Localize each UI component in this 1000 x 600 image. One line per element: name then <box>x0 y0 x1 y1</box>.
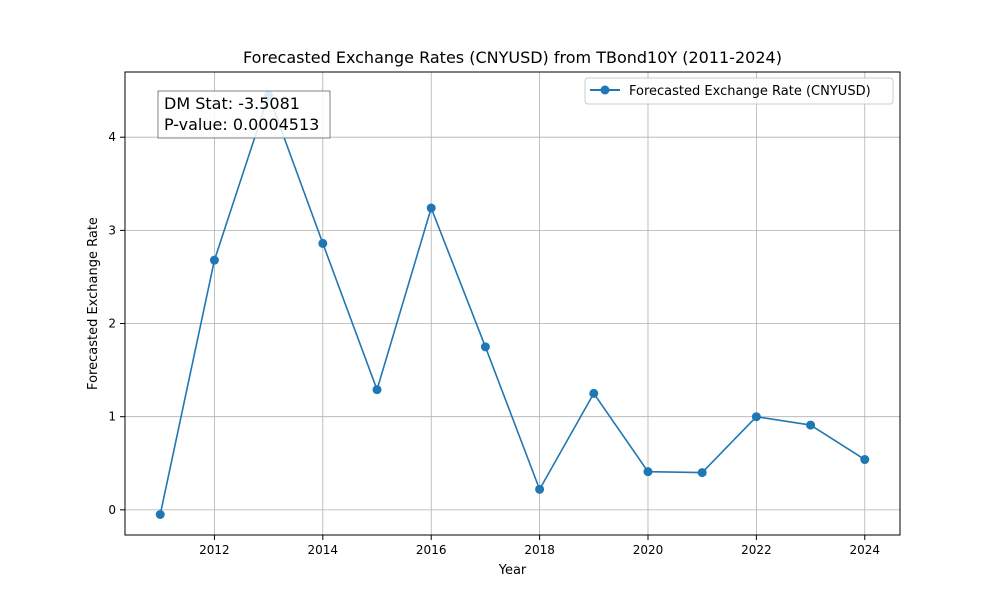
annotation-frame <box>157 90 331 139</box>
annotation-box: DM Stat: -3.5081 P-value: 0.0004513 <box>157 90 331 139</box>
legend-marker-swatch <box>600 85 610 95</box>
legend-label: Forecasted Exchange Rate (CNYUSD) <box>629 84 871 99</box>
gridlines <box>125 72 900 535</box>
data-point-2018 <box>535 484 545 494</box>
chart-title: Forecasted Exchange Rates (CNYUSD) from … <box>243 48 782 67</box>
x-tick-label: 2020 <box>633 543 664 557</box>
data-point-2016 <box>426 203 436 213</box>
x-tick-label: 2012 <box>199 543 230 557</box>
y-tick-label: 1 <box>108 410 116 424</box>
y-tick-label: 0 <box>108 503 116 517</box>
x-tick-label: 2024 <box>849 543 880 557</box>
x-tick-label: 2022 <box>741 543 772 557</box>
data-point-2015 <box>372 385 382 395</box>
y-axis-label: Forecasted Exchange Rate <box>86 217 101 390</box>
x-tick-label: 2018 <box>524 543 555 557</box>
legend-frame <box>584 77 894 105</box>
axis-ticks: 2012 2014 2016 2018 2020 2022 2024 0 1 2 3 4 <box>108 130 880 557</box>
data-point-2012 <box>209 255 219 265</box>
x-tick-label: 2014 <box>308 543 339 557</box>
annotation-dm-stat: DM Stat: -3.5081 <box>164 94 300 113</box>
series-layer <box>155 90 870 520</box>
data-point-2014 <box>318 238 328 248</box>
y-tick-label: 3 <box>108 223 116 237</box>
data-point-2024 <box>860 455 870 465</box>
data-point-2023 <box>806 420 816 430</box>
annotation-p-value: P-value: 0.0004513 <box>164 115 319 134</box>
legend: Forecasted Exchange Rate (CNYUSD) <box>584 77 894 105</box>
x-tick-label: 2016 <box>416 543 447 557</box>
series-line <box>159 94 866 515</box>
y-tick-label: 4 <box>108 130 116 144</box>
plot-area-frame <box>124 71 901 536</box>
data-point-2020 <box>643 467 653 477</box>
data-point-2011 <box>155 510 165 520</box>
data-point-2019 <box>589 388 599 398</box>
data-point-2022 <box>751 412 761 422</box>
x-axis-label: Year <box>498 563 527 578</box>
data-point-2017 <box>480 342 490 352</box>
y-tick-label: 2 <box>108 317 116 331</box>
data-point-2021 <box>697 468 707 478</box>
